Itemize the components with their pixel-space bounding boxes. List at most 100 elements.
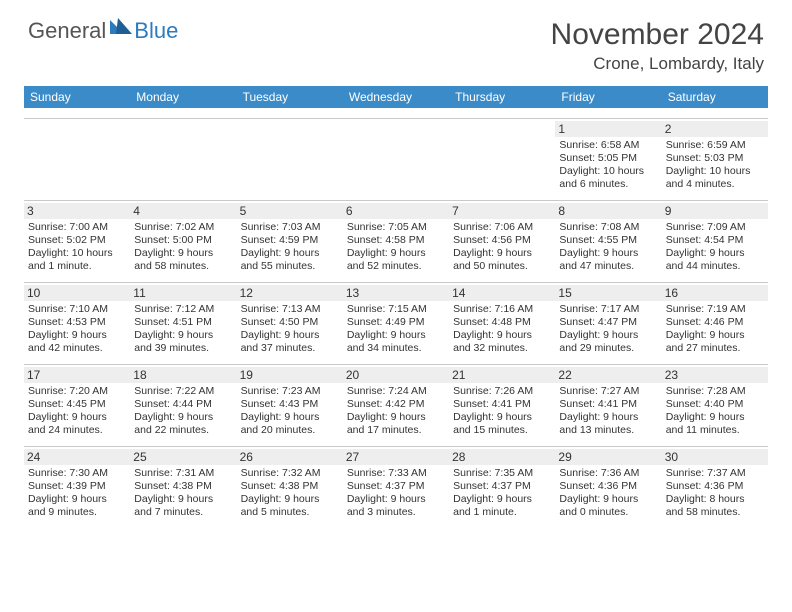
day-number: 19 bbox=[237, 367, 343, 383]
day-number: 4 bbox=[130, 203, 236, 219]
day-details: Sunrise: 7:31 AMSunset: 4:38 PMDaylight:… bbox=[134, 467, 232, 520]
day-details: Sunrise: 7:00 AMSunset: 5:02 PMDaylight:… bbox=[28, 221, 126, 274]
day-cell: 5Sunrise: 7:03 AMSunset: 4:59 PMDaylight… bbox=[237, 200, 343, 282]
day-details: Sunrise: 7:28 AMSunset: 4:40 PMDaylight:… bbox=[666, 385, 764, 438]
brand-triangle-icon bbox=[110, 18, 132, 39]
day-number: 10 bbox=[24, 285, 130, 301]
brand-text-1: General bbox=[28, 18, 106, 44]
day-cell: 16 Sunrise: 7:19 AMSunset: 4:46 PMDayligh… bbox=[662, 282, 768, 364]
day-number: 15 bbox=[555, 285, 661, 301]
weekday-header: Monday bbox=[130, 86, 236, 108]
calendar-body: 1 Sunrise: 6:58 AMSunset: 5:05 PMDaylight… bbox=[24, 108, 768, 528]
day-cell: 23 Sunrise: 7:28 AMSunset: 4:40 PMDayligh… bbox=[662, 364, 768, 446]
day-number: 29 bbox=[555, 449, 661, 465]
day-details: Sunrise: 7:16 AMSunset: 4:48 PMDaylight:… bbox=[453, 303, 551, 356]
day-number: 9 bbox=[662, 203, 768, 219]
day-cell: 6 Sunrise: 7:05 AMSunset: 4:58 PMDaylight… bbox=[343, 200, 449, 282]
day-cell: 9 Sunrise: 7:09 AMSunset: 4:54 PMDaylight… bbox=[662, 200, 768, 282]
day-number: 28 bbox=[449, 449, 555, 465]
brand-text-2: Blue bbox=[134, 18, 178, 44]
day-number: 22 bbox=[555, 367, 661, 383]
day-cell: 15 Sunrise: 7:17 AMSunset: 4:47 PMDayligh… bbox=[555, 282, 661, 364]
header: General Blue November 2024 Crone, Lombar… bbox=[0, 0, 792, 82]
day-number: 26 bbox=[237, 449, 343, 465]
day-details: Sunrise: 6:59 AMSunset: 5:03 PMDaylight:… bbox=[666, 139, 764, 192]
day-number: 11 bbox=[130, 285, 236, 301]
day-number: 30 bbox=[662, 449, 768, 465]
day-cell: 17 Sunrise: 7:20 AMSunset: 4:45 PMDayligh… bbox=[24, 364, 130, 446]
brand-logo: General Blue bbox=[28, 18, 178, 44]
calendar-table: SundayMondayTuesdayWednesdayThursdayFrid… bbox=[24, 86, 768, 528]
day-number: 23 bbox=[662, 367, 768, 383]
day-details: Sunrise: 7:02 AMSunset: 5:00 PMDaylight:… bbox=[134, 221, 232, 274]
title-block: November 2024 Crone, Lombardy, Italy bbox=[551, 18, 764, 74]
day-cell: 26Sunrise: 7:32 AMSunset: 4:38 PMDayligh… bbox=[237, 446, 343, 528]
day-number: 5 bbox=[237, 203, 343, 219]
day-details: Sunrise: 6:58 AMSunset: 5:05 PMDaylight:… bbox=[559, 139, 657, 192]
day-cell: 10Sunrise: 7:10 AMSunset: 4:53 PMDayligh… bbox=[24, 282, 130, 364]
month-title: November 2024 bbox=[551, 18, 764, 52]
day-cell: 3 Sunrise: 7:00 AMSunset: 5:02 PMDaylight… bbox=[24, 200, 130, 282]
day-cell: 7 Sunrise: 7:06 AMSunset: 4:56 PMDaylight… bbox=[449, 200, 555, 282]
weekday-header: Saturday bbox=[662, 86, 768, 108]
day-number: 12 bbox=[237, 285, 343, 301]
day-number: 2 bbox=[662, 121, 768, 137]
day-number: 1 bbox=[555, 121, 661, 137]
weekday-header: Tuesday bbox=[237, 86, 343, 108]
day-number: 16 bbox=[662, 285, 768, 301]
day-number: 21 bbox=[449, 367, 555, 383]
day-details: Sunrise: 7:05 AMSunset: 4:58 PMDaylight:… bbox=[347, 221, 445, 274]
day-cell: 27Sunrise: 7:33 AMSunset: 4:37 PMDayligh… bbox=[343, 446, 449, 528]
day-number: 14 bbox=[449, 285, 555, 301]
day-details: Sunrise: 7:08 AMSunset: 4:55 PMDaylight:… bbox=[559, 221, 657, 274]
empty-cell bbox=[24, 118, 130, 200]
day-number: 17 bbox=[24, 367, 130, 383]
day-details: Sunrise: 7:26 AMSunset: 4:41 PMDaylight:… bbox=[453, 385, 551, 438]
day-number: 3 bbox=[24, 203, 130, 219]
week-row: 17 Sunrise: 7:20 AMSunset: 4:45 PMDayligh… bbox=[24, 364, 768, 446]
day-details: Sunrise: 7:30 AMSunset: 4:39 PMDaylight:… bbox=[28, 467, 126, 520]
empty-cell bbox=[237, 118, 343, 200]
empty-cell bbox=[130, 118, 236, 200]
weekday-header-row: SundayMondayTuesdayWednesdayThursdayFrid… bbox=[24, 86, 768, 108]
day-details: Sunrise: 7:09 AMSunset: 4:54 PMDaylight:… bbox=[666, 221, 764, 274]
day-number: 6 bbox=[343, 203, 449, 219]
day-cell: 25 Sunrise: 7:31 AMSunset: 4:38 PMDayligh… bbox=[130, 446, 236, 528]
weekday-header: Friday bbox=[555, 86, 661, 108]
day-details: Sunrise: 7:06 AMSunset: 4:56 PMDaylight:… bbox=[453, 221, 551, 274]
day-details: Sunrise: 7:23 AMSunset: 4:43 PMDaylight:… bbox=[241, 385, 339, 438]
day-details: Sunrise: 7:19 AMSunset: 4:46 PMDaylight:… bbox=[666, 303, 764, 356]
day-cell: 4 Sunrise: 7:02 AMSunset: 5:00 PMDaylight… bbox=[130, 200, 236, 282]
weekday-header: Wednesday bbox=[343, 86, 449, 108]
day-details: Sunrise: 7:35 AMSunset: 4:37 PMDaylight:… bbox=[453, 467, 551, 520]
day-details: Sunrise: 7:37 AMSunset: 4:36 PMDaylight:… bbox=[666, 467, 764, 520]
day-number: 8 bbox=[555, 203, 661, 219]
day-details: Sunrise: 7:36 AMSunset: 4:36 PMDaylight:… bbox=[559, 467, 657, 520]
day-cell: 12 Sunrise: 7:13 AMSunset: 4:50 PMDayligh… bbox=[237, 282, 343, 364]
day-cell: 18Sunrise: 7:22 AMSunset: 4:44 PMDayligh… bbox=[130, 364, 236, 446]
day-details: Sunrise: 7:24 AMSunset: 4:42 PMDaylight:… bbox=[347, 385, 445, 438]
day-number: 13 bbox=[343, 285, 449, 301]
week-row: 3 Sunrise: 7:00 AMSunset: 5:02 PMDaylight… bbox=[24, 200, 768, 282]
day-cell: 30 Sunrise: 7:37 AMSunset: 4:36 PMDayligh… bbox=[662, 446, 768, 528]
day-cell: 29 Sunrise: 7:36 AMSunset: 4:36 PMDayligh… bbox=[555, 446, 661, 528]
day-cell: 19 Sunrise: 7:23 AMSunset: 4:43 PMDayligh… bbox=[237, 364, 343, 446]
day-cell: 13 Sunrise: 7:15 AMSunset: 4:49 PMDayligh… bbox=[343, 282, 449, 364]
day-details: Sunrise: 7:17 AMSunset: 4:47 PMDaylight:… bbox=[559, 303, 657, 356]
day-cell: 14 Sunrise: 7:16 AMSunset: 4:48 PMDayligh… bbox=[449, 282, 555, 364]
day-number: 7 bbox=[449, 203, 555, 219]
day-number: 25 bbox=[130, 449, 236, 465]
day-cell: 21 Sunrise: 7:26 AMSunset: 4:41 PMDayligh… bbox=[449, 364, 555, 446]
day-cell: 1 Sunrise: 6:58 AMSunset: 5:05 PMDaylight… bbox=[555, 118, 661, 200]
location-text: Crone, Lombardy, Italy bbox=[551, 54, 764, 74]
week-row: 1 Sunrise: 6:58 AMSunset: 5:05 PMDaylight… bbox=[24, 118, 768, 200]
weekday-header: Thursday bbox=[449, 86, 555, 108]
day-cell: 28 Sunrise: 7:35 AMSunset: 4:37 PMDayligh… bbox=[449, 446, 555, 528]
day-details: Sunrise: 7:20 AMSunset: 4:45 PMDaylight:… bbox=[28, 385, 126, 438]
week-row: 10Sunrise: 7:10 AMSunset: 4:53 PMDayligh… bbox=[24, 282, 768, 364]
day-number: 18 bbox=[130, 367, 236, 383]
day-details: Sunrise: 7:27 AMSunset: 4:41 PMDaylight:… bbox=[559, 385, 657, 438]
day-details: Sunrise: 7:15 AMSunset: 4:49 PMDaylight:… bbox=[347, 303, 445, 356]
day-details: Sunrise: 7:12 AMSunset: 4:51 PMDaylight:… bbox=[134, 303, 232, 356]
day-details: Sunrise: 7:13 AMSunset: 4:50 PMDaylight:… bbox=[241, 303, 339, 356]
